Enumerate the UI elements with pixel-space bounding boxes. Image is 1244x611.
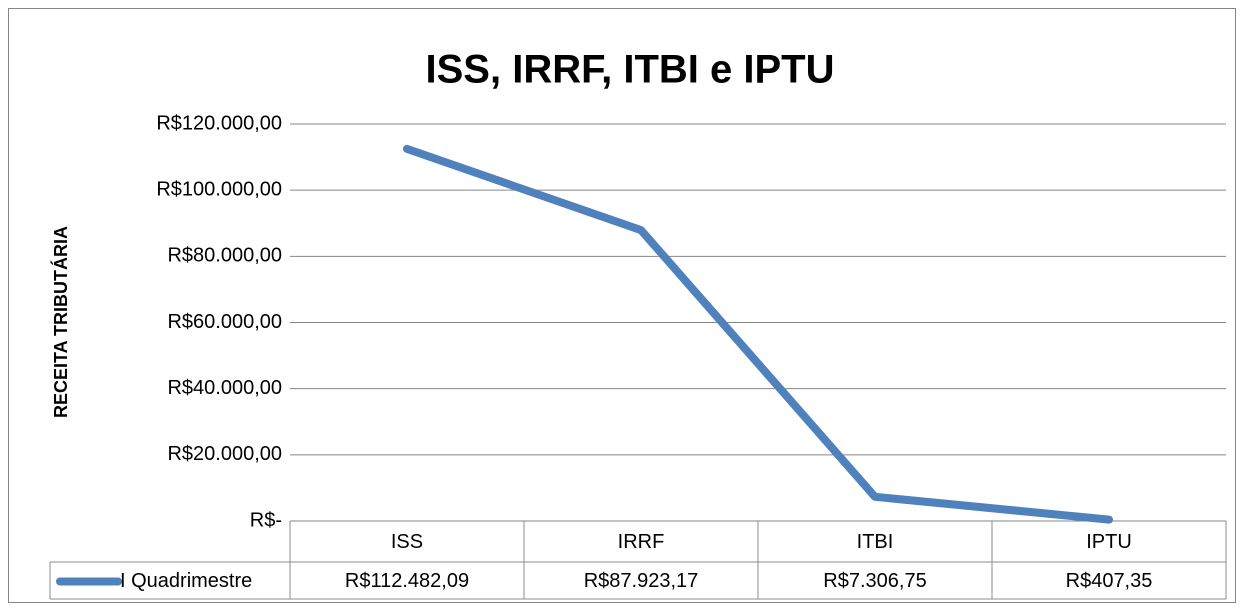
y-tick-label: R$20.000,00 xyxy=(167,443,282,465)
data-label: R$7.306,75 xyxy=(823,570,926,592)
y-tick-label: R$- xyxy=(250,509,282,531)
line-series xyxy=(403,144,1113,524)
legend-label: I Quadrimestre xyxy=(120,570,252,592)
y-tick-label: R$60.000,00 xyxy=(167,311,282,333)
data-label: R$112.482,09 xyxy=(345,570,469,592)
x-tick-label: IPTU xyxy=(1086,531,1132,553)
x-tick-label: ISS xyxy=(391,531,423,553)
chart-title: ISS, IRRF, ITBI e IPTU xyxy=(426,48,835,92)
y-tick-label: R$120.000,00 xyxy=(156,112,282,134)
x-tick-label: IRRF xyxy=(618,531,665,553)
data-label: R$87.923,17 xyxy=(584,570,699,592)
y-tick-label: R$80.000,00 xyxy=(167,245,282,267)
data-label: R$407,35 xyxy=(1066,570,1153,592)
y-axis-label: RECEITA TRIBUTÁRIA xyxy=(50,226,71,418)
y-tick-label: R$40.000,00 xyxy=(167,377,282,399)
chart-border xyxy=(8,8,1236,603)
x-tick-label: ITBI xyxy=(857,531,894,553)
y-tick-label: R$100.000,00 xyxy=(156,178,282,200)
